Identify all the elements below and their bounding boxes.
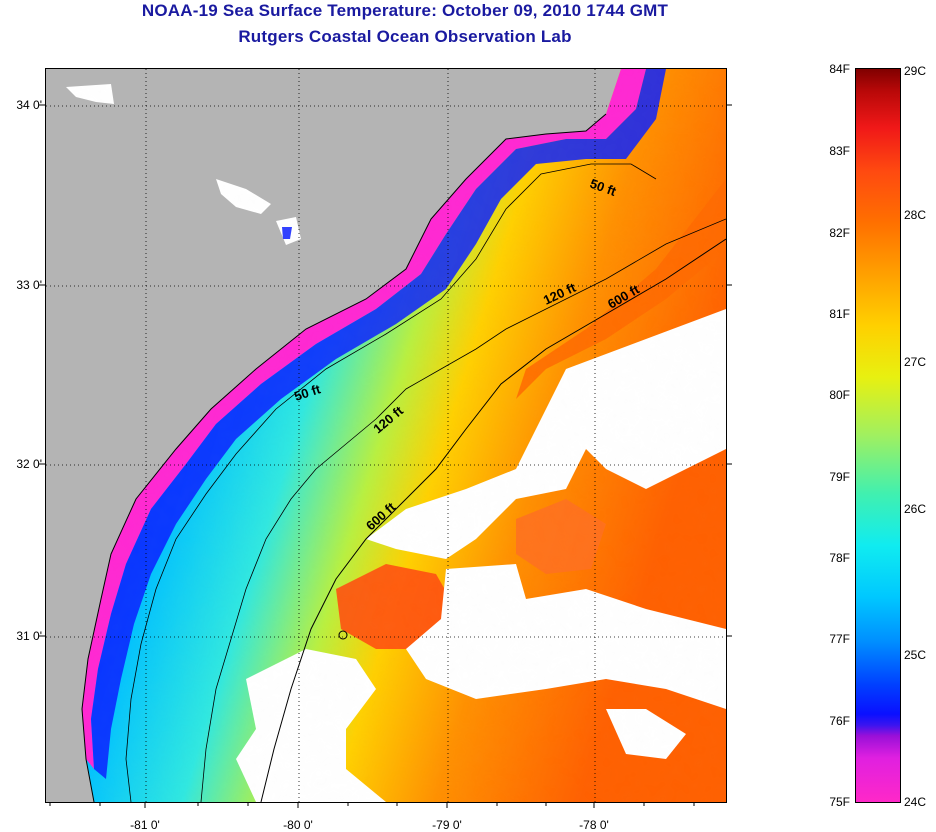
longitude-label: -81 0' [130, 818, 160, 832]
longitude-label: -78 0' [579, 818, 609, 832]
map-title: NOAA-19 Sea Surface Temperature: October… [141, 1, 669, 20]
colorbar-celsius-label: 25C [904, 648, 927, 662]
isobath-50ft [125, 163, 657, 802]
sst-map: 50 ft 120 ft 600 ft 50 ft 120 ft 600 ft [45, 68, 727, 803]
colorbar-fahrenheit-label: 81F [829, 307, 850, 321]
latitude-label: 31 0' [16, 629, 42, 643]
colorbar-celsius-label: 27C [904, 355, 927, 369]
graticule [46, 69, 726, 802]
map-subtitle: Rutgers Coastal Ocean Observation Lab [238, 27, 572, 46]
longitude-label: -80 0' [283, 818, 313, 832]
colorbar-fahrenheit-label: 75F [829, 795, 850, 809]
colorbar-celsius-label: 26C [904, 502, 927, 516]
colorbar-fahrenheit-label: 80F [829, 388, 850, 402]
colorbar-fahrenheit-label: 78F [829, 551, 850, 565]
colorbar-celsius-label: 29C [904, 64, 927, 78]
colorbar-fahrenheit-label: 83F [829, 144, 850, 158]
coastline [81, 113, 607, 802]
colorbar-fahrenheit-label: 82F [829, 226, 850, 240]
latitude-label: 33 0' [16, 278, 42, 292]
sst-map-canvas: 50 ft 120 ft 600 ft 50 ft 120 ft 600 ft [46, 69, 726, 802]
isobath-600ft [260, 238, 726, 802]
station-marker [338, 630, 348, 640]
colorbar-fahrenheit-label: 77F [829, 632, 850, 646]
colorbar-celsius-label: 28C [904, 208, 927, 222]
latitude-label: 32 0' [16, 457, 42, 471]
longitude-label: -79 0' [432, 818, 462, 832]
colorbar-fahrenheit-label: 79F [829, 470, 850, 484]
texture-overlay [46, 69, 726, 802]
temperature-colorbar [855, 68, 901, 803]
latitude-label: 34 0' [16, 98, 42, 112]
isobath-120ft [200, 218, 726, 802]
colorbar-fahrenheit-label: 84F [829, 62, 850, 76]
colorbar-celsius-label: 24C [904, 795, 927, 809]
colorbar-fahrenheit-label: 76F [829, 714, 850, 728]
